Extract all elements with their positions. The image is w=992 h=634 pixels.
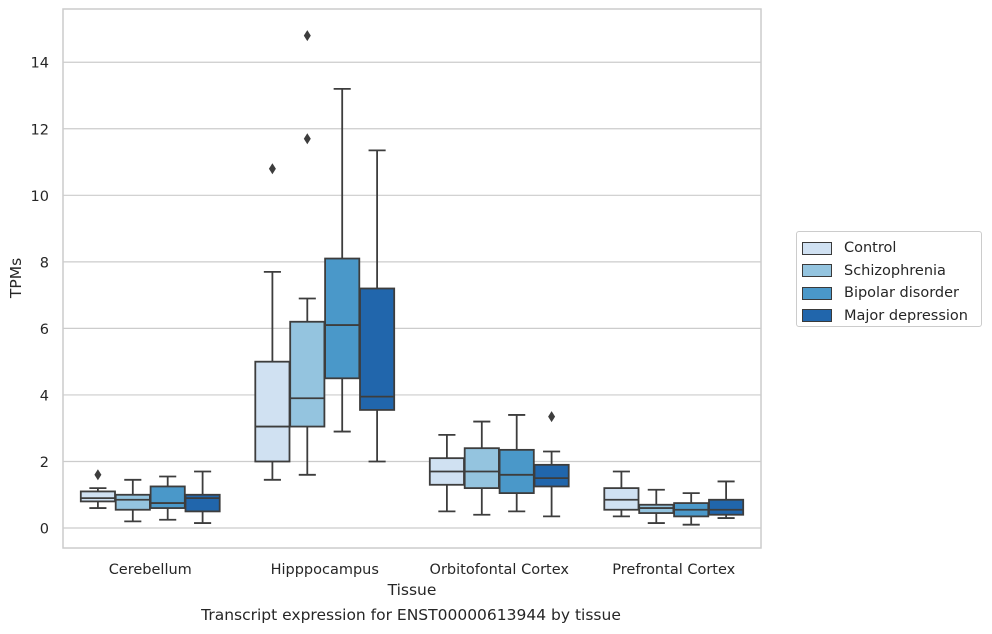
x-tick-label-3: Prefrontal Cortex	[612, 562, 735, 578]
plot-area-frame	[62, 8, 762, 549]
box-3-1	[359, 149, 396, 463]
box-iqr	[463, 447, 500, 490]
box-iqr	[114, 493, 151, 511]
y-tick-label-14: 14	[31, 56, 49, 72]
box-iqr	[79, 490, 116, 503]
x-tick-labels: Cerebellum Hipppocampus Orbitofontal Corte…	[109, 562, 736, 578]
box-3-0	[184, 470, 221, 524]
legend-swatch-control	[802, 241, 832, 255]
box-0-2	[428, 433, 465, 513]
box-series	[79, 30, 745, 526]
box-iqr	[359, 287, 396, 411]
box-iqr	[498, 448, 535, 495]
outlier-point	[303, 133, 311, 145]
box-2-3	[673, 492, 710, 526]
box-3-3	[708, 480, 745, 519]
legend-item-schizophrenia: Schizophrenia	[802, 260, 981, 283]
box-2-1	[324, 87, 361, 433]
y-tick-label-6: 6	[40, 322, 49, 338]
y-tick-label-10: 10	[31, 189, 49, 205]
legend-swatch-schizophrenia	[802, 264, 832, 278]
box-1-0	[114, 478, 151, 523]
box-0-3	[603, 470, 640, 518]
box-iqr	[149, 485, 186, 509]
y-tick-labels: 0 2 4 6 8 10 12 14	[31, 56, 49, 538]
box-iqr	[324, 257, 361, 380]
x-tick-label-2: Orbitofontal Cortex	[430, 562, 570, 578]
chart-title: Transcript expression for ENST0000061394…	[201, 606, 621, 624]
legend-swatch-bipolar-disorder	[802, 286, 832, 300]
outlier-point	[94, 469, 102, 481]
outlier-point	[303, 30, 311, 42]
legend-label-bipolar-disorder: Bipolar disorder	[844, 285, 959, 302]
legend-label-control: Control	[844, 240, 897, 257]
legend-label-schizophrenia: Schizophrenia	[844, 262, 946, 279]
box-1-1	[289, 30, 326, 476]
legend-swatch-major-depression	[802, 309, 832, 323]
box-iqr	[708, 498, 745, 516]
gridlines	[63, 61, 761, 529]
legend-item-bipolar-disorder: Bipolar disorder	[802, 282, 981, 305]
y-tick-label-4: 4	[40, 388, 49, 404]
box-2-0	[149, 475, 186, 521]
legend-label-major-depression: Major depression	[844, 307, 968, 324]
outlier-point	[268, 163, 276, 175]
y-tick-label-12: 12	[31, 122, 49, 138]
box-0-1	[254, 163, 291, 481]
x-tick-label-0: Cerebellum	[109, 562, 192, 578]
box-iqr	[533, 463, 570, 488]
x-axis-label: Tissue	[387, 581, 437, 599]
y-tick-label-2: 2	[40, 455, 49, 471]
y-axis-label: TPMs	[7, 258, 25, 299]
box-1-3	[638, 488, 675, 524]
box-0-0	[79, 469, 116, 509]
outlier-point	[548, 411, 556, 423]
box-3-2	[533, 411, 570, 518]
box-2-2	[498, 414, 535, 513]
box-iqr	[289, 320, 326, 428]
legend-item-control: Control	[802, 237, 981, 260]
legend: Control Schizophrenia Bipolar disorder M…	[796, 231, 982, 327]
box-1-2	[463, 420, 500, 516]
y-tick-label-8: 8	[40, 255, 49, 271]
box-iqr	[254, 360, 291, 463]
y-tick-label-0: 0	[40, 522, 49, 538]
x-tick-label-1: Hipppocampus	[271, 562, 379, 578]
legend-item-major-depression: Major depression	[802, 305, 981, 328]
